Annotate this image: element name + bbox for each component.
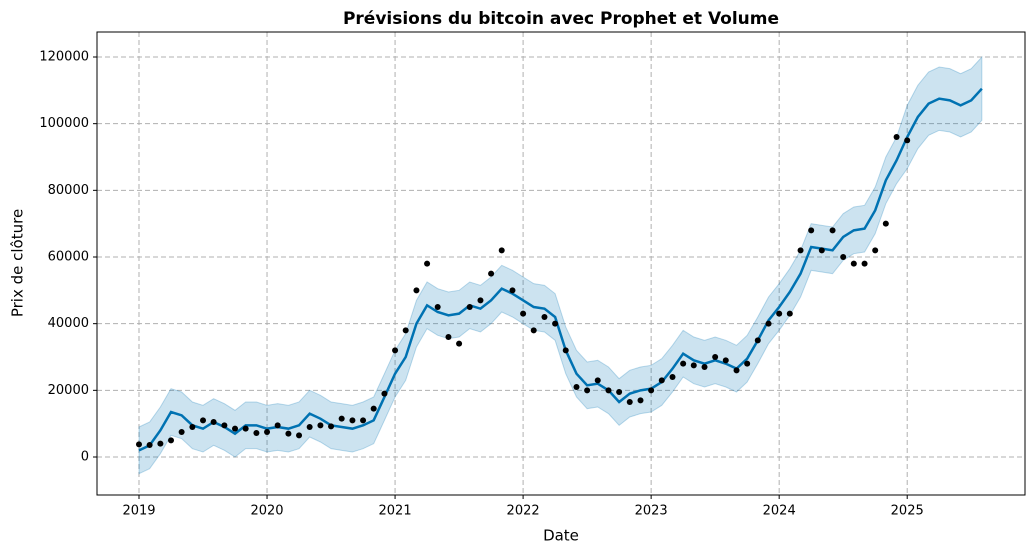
observed-point	[509, 287, 516, 294]
x-tick-label: 2022	[507, 504, 540, 519]
observed-point	[797, 247, 804, 254]
observed-point	[786, 310, 793, 317]
observed-point	[317, 422, 324, 429]
observed-point	[626, 399, 633, 405]
observed-point	[562, 347, 569, 354]
observed-point	[146, 442, 153, 448]
observed-point	[178, 429, 185, 435]
observed-point	[712, 354, 719, 360]
y-tick-label: 0	[81, 450, 89, 465]
observed-point	[381, 390, 388, 397]
observed-point	[306, 424, 313, 430]
observed-point	[701, 364, 708, 370]
observed-point	[776, 310, 783, 317]
observed-point	[882, 220, 889, 227]
observed-point	[349, 417, 356, 424]
observed-point	[648, 387, 655, 394]
y-tick-label: 40000	[48, 316, 89, 331]
observed-point	[850, 260, 857, 267]
observed-point	[232, 425, 239, 432]
forecast-line	[138, 87, 983, 452]
observed-point	[904, 137, 911, 144]
observed-point	[360, 417, 367, 424]
observed-point	[413, 287, 420, 294]
observed-point	[893, 134, 900, 140]
y-tick-label: 20000	[48, 383, 89, 398]
observed-point	[669, 374, 676, 380]
observed-point	[520, 310, 527, 317]
observed-point	[274, 422, 281, 429]
observed-point	[328, 423, 335, 430]
y-tick-label: 60000	[48, 250, 89, 265]
y-tick-label: 120000	[39, 50, 89, 65]
observed-point	[168, 437, 175, 444]
x-tick-label: 2019	[122, 504, 155, 519]
observed-point	[456, 340, 463, 347]
observed-point	[221, 422, 228, 429]
observed-point	[488, 270, 495, 277]
observed-point	[541, 314, 548, 320]
observed-point	[210, 419, 217, 425]
observed-point	[605, 387, 612, 394]
observed-point	[370, 405, 377, 412]
observed-point	[264, 429, 271, 435]
x-axis-label: Date	[543, 527, 579, 545]
observed-point	[573, 384, 580, 390]
chart-title: Prévisions du bitcoin avec Prophet et Vo…	[343, 9, 779, 29]
observed-point	[680, 360, 687, 367]
observed-point	[445, 334, 452, 340]
observed-point	[253, 430, 260, 436]
x-tick-label: 2021	[379, 504, 412, 519]
observed-point	[818, 247, 825, 254]
observed-point	[392, 347, 399, 354]
observed-point	[754, 337, 761, 344]
observed-point	[424, 260, 431, 267]
observed-point	[157, 440, 164, 447]
observed-point	[466, 304, 473, 310]
x-tick-label: 2020	[250, 504, 283, 519]
observed-point	[402, 327, 409, 334]
observed-point	[242, 425, 249, 432]
observed-point	[477, 297, 484, 304]
observed-point	[552, 320, 559, 327]
observed-point	[616, 389, 623, 395]
observed-point	[285, 430, 292, 437]
observed-point	[530, 327, 537, 334]
observed-point	[296, 432, 303, 439]
observed-point	[765, 320, 772, 327]
observed-point	[733, 367, 740, 374]
observed-point	[434, 304, 441, 310]
observed-point	[872, 247, 879, 254]
observed-point	[808, 227, 815, 234]
observed-point	[861, 260, 868, 267]
observed-point	[637, 397, 644, 404]
observed-point	[829, 227, 836, 234]
y-axis-label: Prix de clôture	[9, 209, 27, 317]
observed-point	[690, 362, 697, 369]
observed-point	[498, 247, 505, 254]
observed-point	[338, 415, 345, 422]
observed-point	[189, 424, 196, 430]
y-tick-label: 80000	[48, 183, 89, 198]
observed-point	[584, 387, 591, 394]
uncertainty-band	[138, 55, 983, 475]
x-tick-label: 2024	[763, 504, 796, 519]
x-tick-label: 2025	[891, 504, 924, 519]
observed-point	[658, 377, 665, 384]
x-tick-label: 2023	[635, 504, 668, 519]
plot-frame	[96, 31, 1026, 496]
observed-point	[744, 360, 751, 367]
observed-point	[135, 441, 142, 448]
observed-point	[840, 254, 847, 260]
observed-point	[594, 377, 601, 384]
y-tick-label: 100000	[39, 116, 89, 131]
observed-point	[200, 417, 207, 424]
observed-point	[722, 357, 729, 364]
